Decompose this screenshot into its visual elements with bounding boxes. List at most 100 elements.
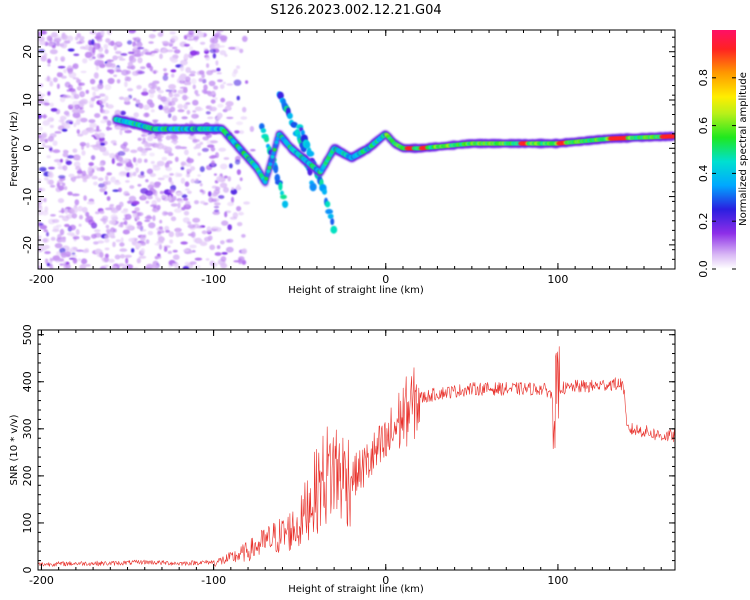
noise-speck	[46, 262, 51, 267]
noise-speck	[43, 102, 50, 106]
noise-speck	[106, 126, 111, 131]
noise-speck	[197, 174, 201, 177]
noise-speck	[192, 84, 196, 90]
noise-speck	[132, 97, 137, 101]
noise-speck	[167, 250, 172, 254]
noise-speck	[106, 59, 114, 63]
noise-speck	[57, 198, 65, 204]
noise-speck	[96, 134, 100, 139]
noise-speck	[38, 235, 42, 238]
noise-speck	[219, 50, 227, 56]
noise-speck	[212, 192, 219, 197]
noise-speck	[60, 42, 68, 49]
noise-speck	[72, 247, 78, 251]
noise-speck	[188, 30, 194, 35]
noise-speck	[234, 159, 241, 165]
noise-speck	[99, 136, 105, 142]
noise-speck	[173, 49, 181, 54]
noise-speck	[91, 175, 98, 180]
noise-speck	[189, 50, 198, 56]
noise-speck	[156, 86, 161, 92]
noise-speck	[63, 110, 70, 116]
snr-frame	[37, 329, 676, 571]
noise-speck	[76, 78, 81, 84]
trace-core	[271, 150, 276, 156]
noise-speck	[136, 85, 142, 90]
noise-speck	[171, 134, 179, 142]
noise-speck	[59, 96, 66, 103]
noise-speck	[199, 189, 204, 193]
y-tick-label: -20	[21, 236, 34, 254]
noise-speck	[38, 188, 42, 192]
noise-speck	[105, 38, 111, 43]
noise-speck	[112, 55, 118, 61]
snr-y-tick-label: 400	[21, 371, 34, 392]
noise-speck	[101, 218, 109, 223]
noise-speck	[191, 78, 197, 85]
secondary-trace-mark	[280, 190, 284, 196]
noise-speck	[127, 88, 134, 92]
noise-speck	[86, 201, 95, 205]
noise-speck	[39, 244, 48, 251]
noise-speck	[249, 126, 255, 132]
noise-speck	[99, 251, 104, 258]
noise-speck	[149, 173, 156, 177]
noise-speck	[73, 176, 81, 179]
noise-speck	[78, 223, 82, 227]
noise-speck	[180, 166, 185, 170]
noise-speck	[150, 160, 155, 165]
noise-speck	[122, 229, 130, 235]
noise-speck	[159, 190, 164, 195]
noise-speck	[161, 194, 166, 199]
noise-speck	[183, 35, 188, 40]
noise-speck	[81, 258, 88, 265]
noise-speck	[141, 91, 149, 96]
noise-speck	[63, 261, 67, 264]
noise-speck	[180, 177, 186, 184]
noise-speck	[80, 70, 87, 74]
noise-speck	[133, 112, 139, 118]
noise-speck	[120, 210, 129, 214]
noise-speck	[53, 38, 62, 43]
noise-speck	[145, 200, 150, 204]
noise-speck	[114, 109, 122, 116]
noise-speck	[107, 77, 115, 85]
noise-speck	[241, 248, 248, 255]
noise-speck	[62, 215, 70, 222]
noise-speck	[174, 172, 179, 178]
noise-speck	[166, 41, 175, 45]
noise-speck	[183, 43, 190, 47]
noise-speck	[189, 244, 197, 249]
noise-speck	[106, 172, 112, 176]
noise-speck	[216, 112, 223, 119]
noise-speck	[100, 30, 105, 36]
noise-speck	[105, 224, 110, 229]
noise-speck	[83, 195, 87, 201]
noise-speck	[233, 79, 242, 86]
secondary-trace-mark	[286, 112, 293, 120]
noise-speck	[210, 69, 217, 73]
noise-speck	[76, 170, 83, 174]
noise-speck	[238, 258, 243, 265]
noise-speck	[79, 214, 83, 220]
noise-speck	[213, 173, 217, 176]
noise-speck	[201, 147, 209, 152]
noise-speck	[190, 231, 196, 238]
noise-speck	[238, 130, 245, 135]
noise-speck	[108, 231, 115, 238]
noise-speck	[110, 265, 118, 269]
noise-speck	[116, 55, 124, 59]
noise-speck	[189, 261, 197, 265]
noise-speck	[182, 94, 188, 101]
noise-speck	[162, 174, 170, 179]
noise-speck	[110, 140, 117, 144]
noise-speck	[116, 41, 122, 45]
noise-speck	[56, 224, 62, 228]
noise-speck	[113, 74, 118, 78]
noise-speck	[42, 237, 50, 243]
noise-speck	[187, 190, 192, 194]
noise-speck	[105, 180, 111, 185]
noise-speck	[120, 110, 126, 116]
noise-speck	[135, 167, 139, 174]
noise-speck	[131, 200, 140, 205]
